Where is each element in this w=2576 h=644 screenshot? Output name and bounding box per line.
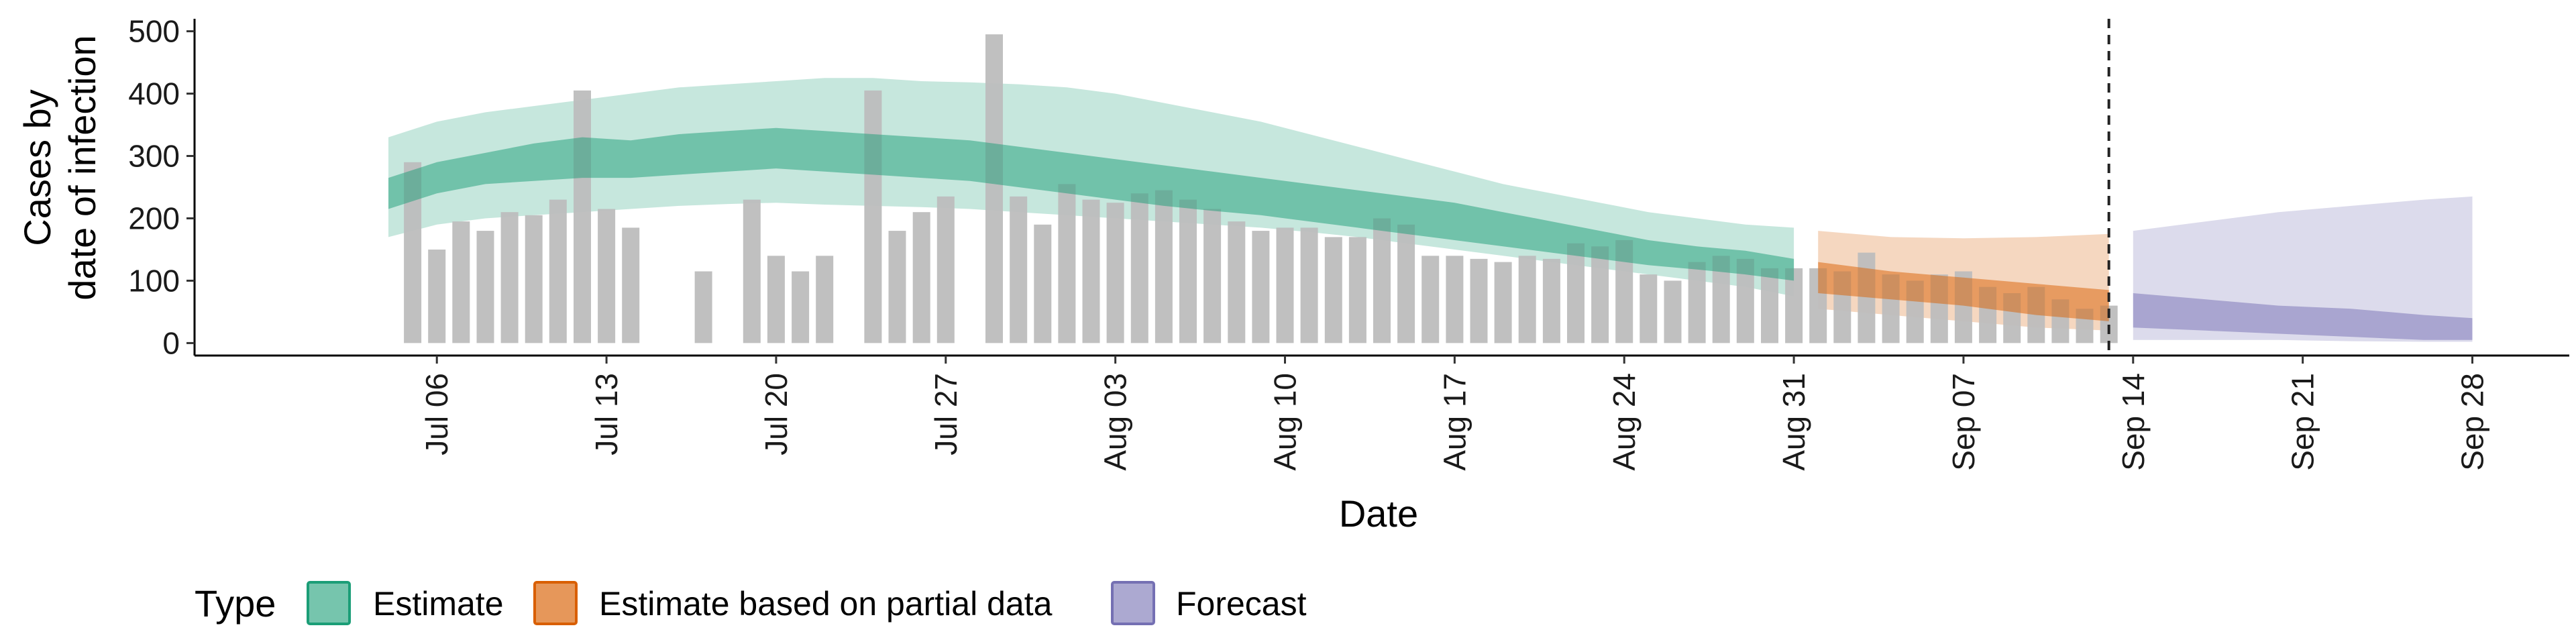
case-bar <box>1106 203 1124 343</box>
y-axis-title-line2: date of infection <box>61 35 103 300</box>
y-axis-title-line1: Cases by <box>16 89 58 246</box>
case-bar <box>792 271 810 343</box>
case-bar <box>1542 258 1560 343</box>
case-bar <box>694 271 712 343</box>
x-tick-label: Sep 07 <box>1946 373 1981 471</box>
legend-label-estimate: Estimate <box>373 585 504 623</box>
x-tick-label: Jul 13 <box>589 373 624 455</box>
case-bar <box>1518 256 1536 343</box>
estimate-inner-band <box>388 127 1794 281</box>
case-bar <box>1761 268 1778 343</box>
case-bar <box>1494 262 1512 343</box>
case-bar <box>1567 243 1585 343</box>
case-bar <box>1664 280 1682 343</box>
case-bar <box>1470 258 1488 343</box>
y-tick-label: 100 <box>128 263 180 298</box>
case-bar <box>1324 237 1342 343</box>
case-bar <box>1179 199 1197 343</box>
y-tick-label: 200 <box>128 201 180 235</box>
x-tick-label: Jul 27 <box>928 373 963 455</box>
case-bar <box>1155 190 1173 343</box>
x-tick-label: Aug 24 <box>1607 373 1642 471</box>
case-bar <box>1591 246 1609 343</box>
forecast-inner-band <box>2133 293 2473 340</box>
case-bar <box>864 90 882 343</box>
case-bar <box>452 221 470 343</box>
x-tick-label: Aug 10 <box>1268 373 1303 471</box>
axes: 0 100 200 300 400 500 Jul 06 Jul 13 Jul 20 Jul 27… <box>128 14 2569 471</box>
case-bar <box>428 250 446 343</box>
x-tick-label: Aug 31 <box>1776 373 1811 471</box>
case-bar <box>1640 274 1658 343</box>
x-tick-label: Jul 20 <box>759 373 794 455</box>
case-bar <box>1130 193 1148 343</box>
x-tick-label: Sep 28 <box>2455 373 2490 471</box>
estimate-based-on-partial-data-inner-band <box>1818 262 2109 321</box>
x-axis-title: Date <box>1339 492 1418 535</box>
case-bar <box>1688 262 1706 343</box>
case-bar <box>525 215 543 343</box>
case-bar <box>1397 224 1415 343</box>
x-tick-label: Aug 17 <box>1437 373 1472 471</box>
y-tick-label: 500 <box>128 14 180 49</box>
case-bar <box>1252 231 1270 343</box>
case-bar <box>1034 224 1052 343</box>
case-bar <box>888 231 906 343</box>
legend: Type Estimate Estimate based on partial … <box>195 581 1307 625</box>
case-bar <box>500 212 519 343</box>
case-bar <box>476 231 494 343</box>
legend-label-partial: Estimate based on partial data <box>599 585 1053 623</box>
case-bar <box>1373 218 1391 343</box>
case-bar <box>1228 221 1246 343</box>
case-bar <box>549 199 567 343</box>
case-bar <box>1082 199 1100 343</box>
case-bar <box>936 196 955 343</box>
case-bar <box>574 90 591 343</box>
case-bar <box>912 212 930 343</box>
case-bar <box>1203 209 1222 343</box>
case-bar <box>1058 184 1076 343</box>
case-bar <box>1421 256 1440 343</box>
legend-swatch-partial <box>533 581 578 625</box>
case-bar <box>1858 252 1876 343</box>
legend-swatch-forecast <box>1111 581 1155 625</box>
legend-swatch-estimate <box>307 581 351 625</box>
case-bar <box>1300 227 1318 343</box>
case-bar <box>1785 268 1803 343</box>
case-bars <box>404 34 2118 343</box>
case-bar <box>743 199 761 343</box>
case-bar <box>1276 227 1294 343</box>
x-tick-label: Sep 14 <box>2116 373 2151 471</box>
case-bar <box>1446 256 1464 343</box>
case-bar <box>622 227 640 343</box>
case-bar <box>985 34 1003 343</box>
y-tick-label: 300 <box>128 139 180 174</box>
ribbons-inner <box>388 127 2473 340</box>
y-tick-label: 400 <box>128 76 180 111</box>
legend-title: Type <box>195 582 276 625</box>
x-tick-label: Jul 06 <box>419 373 454 455</box>
case-bar <box>767 256 785 343</box>
case-bar <box>816 256 834 343</box>
y-tick-label: 0 <box>162 325 180 360</box>
x-tick-label: Aug 03 <box>1098 373 1133 471</box>
case-bar <box>1348 237 1366 343</box>
case-bar <box>1010 196 1028 343</box>
x-tick-label: Sep 21 <box>2286 373 2320 471</box>
legend-label-forecast: Forecast <box>1176 585 1307 623</box>
case-bar <box>598 209 616 343</box>
